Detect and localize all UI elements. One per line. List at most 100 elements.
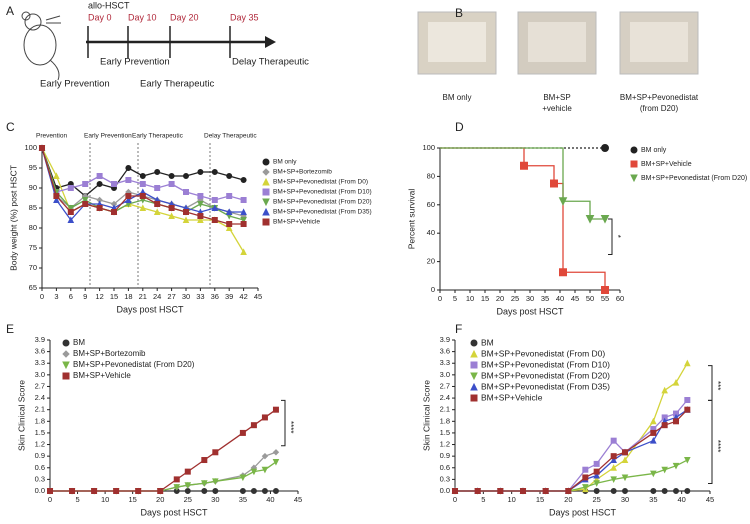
marker <box>240 221 247 227</box>
marker <box>272 458 280 466</box>
marker <box>650 429 657 436</box>
marker <box>184 468 191 475</box>
marker <box>593 471 600 479</box>
timeline-phase: Delay Therapeutic <box>232 57 309 68</box>
x-tick-label: 33 <box>196 292 204 301</box>
legend-marker <box>262 207 270 216</box>
x-axis-label: Days post HSCT <box>496 306 564 316</box>
x-tick-label: 50 <box>586 294 594 303</box>
marker <box>661 488 668 494</box>
photo-label: (from D20) <box>640 104 679 113</box>
x-tick-label: 30 <box>182 292 190 301</box>
marker <box>183 189 189 195</box>
y-tick-label: 1.2 <box>35 440 45 449</box>
y-tick-label: 80 <box>29 223 37 232</box>
marker <box>168 212 175 219</box>
legend-label: BM+SP+Pevonedistat (From D10) <box>481 359 610 369</box>
x-tick-label: 40 <box>556 294 564 303</box>
y-tick-label: 95 <box>29 163 37 172</box>
marker <box>610 464 617 471</box>
x-tick-label: 45 <box>294 495 302 504</box>
marker <box>197 169 204 175</box>
x-tick-label: 15 <box>128 495 136 504</box>
x-tick-label: 30 <box>621 495 629 504</box>
y-tick-label: 65 <box>29 283 37 292</box>
legend-marker <box>62 350 70 358</box>
marker <box>82 201 89 207</box>
timeline-day: Day 35 <box>230 12 259 22</box>
photo-label: BM+SP <box>543 93 570 102</box>
marker <box>601 144 609 152</box>
legend-marker <box>630 174 638 183</box>
marker <box>212 449 219 456</box>
marker <box>125 165 132 171</box>
photo-label: BM+SP+Pevonedistat <box>620 93 699 102</box>
series-line <box>50 451 277 492</box>
legend-marker <box>62 361 70 370</box>
marker <box>520 488 526 494</box>
marker <box>201 457 208 464</box>
marker <box>684 397 691 404</box>
x-tick-label: 27 <box>167 292 175 301</box>
legend-label: BM <box>481 337 494 347</box>
significance: **** <box>286 421 295 433</box>
marker <box>565 488 572 494</box>
y-tick-label: 0.0 <box>440 486 450 495</box>
marker <box>559 268 567 277</box>
y-tick-label: 2.7 <box>440 381 450 390</box>
marker <box>250 422 257 429</box>
marker <box>154 169 161 175</box>
legend-label: BM+SP+Bortezomib <box>73 349 146 358</box>
y-tick-label: 20 <box>427 257 435 266</box>
marker <box>239 474 247 482</box>
y-tick-label: 100 <box>422 143 435 152</box>
phase-label: Prevention <box>36 133 67 140</box>
y-tick-label: 0.9 <box>440 451 450 460</box>
y-axis-label: Skin Clinical Score <box>16 380 26 451</box>
marker <box>96 181 103 187</box>
marker <box>226 221 233 227</box>
x-tick-label: 45 <box>571 294 579 303</box>
y-tick-label: 3.9 <box>35 335 45 344</box>
timeline-day: Day 0 <box>88 12 112 22</box>
marker <box>212 488 219 494</box>
y-tick-label: 0.0 <box>35 486 45 495</box>
legend-marker <box>470 372 478 381</box>
x-tick-label: 45 <box>254 292 262 301</box>
y-tick-label: 80 <box>427 171 435 180</box>
x-axis-label: Days post HSCT <box>549 507 617 517</box>
y-tick-label: 0.3 <box>35 474 45 483</box>
y-tick-label: 3.3 <box>440 358 450 367</box>
photos <box>417 11 699 75</box>
x-tick-label: 0 <box>48 495 52 504</box>
x-tick-label: 30 <box>211 495 219 504</box>
marker <box>239 429 246 436</box>
legend-marker <box>470 394 478 402</box>
marker <box>226 173 233 179</box>
timeline-phase: Early Prevention <box>40 79 110 90</box>
marker <box>197 201 204 208</box>
y-tick-label: 40 <box>427 228 435 237</box>
marker <box>153 208 161 215</box>
marker <box>226 193 233 199</box>
y-tick-label: 1.8 <box>440 416 450 425</box>
marker <box>91 488 98 494</box>
y-tick-label: 75 <box>29 243 37 252</box>
marker <box>184 482 192 489</box>
x-tick-label: 5 <box>75 495 79 504</box>
marker <box>96 173 103 179</box>
x-tick-label: 20 <box>564 495 572 504</box>
x-tick-label: 39 <box>225 292 233 301</box>
marker <box>684 359 691 367</box>
x-tick-label: 40 <box>677 495 685 504</box>
x-tick-label: 20 <box>156 495 164 504</box>
marker <box>211 197 218 203</box>
marker <box>250 468 258 476</box>
marker <box>261 452 269 460</box>
marker <box>673 418 679 425</box>
x-tick-label: 40 <box>266 495 274 504</box>
timeline-day: Day 20 <box>170 12 199 22</box>
x-tick-label: 25 <box>511 294 519 303</box>
marker <box>661 466 668 474</box>
marker <box>67 205 75 212</box>
